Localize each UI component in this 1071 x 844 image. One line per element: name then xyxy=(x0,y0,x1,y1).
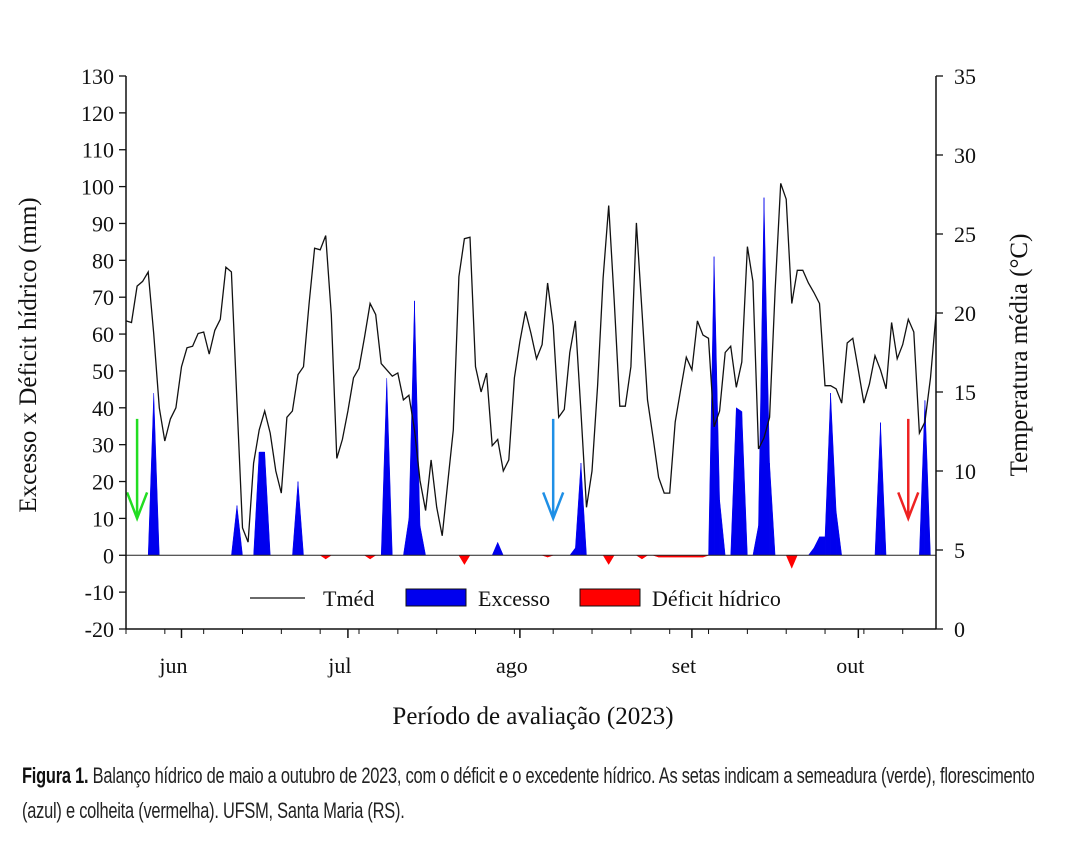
y-left-tick-label: 10 xyxy=(92,506,114,531)
excess-area-segment xyxy=(730,407,737,556)
excess-area-segment xyxy=(386,378,393,556)
deficit-area-segment xyxy=(319,555,326,560)
excess-area-segment xyxy=(719,499,726,556)
y-left-tick-label: -10 xyxy=(85,580,114,605)
excess-area-segment xyxy=(380,378,388,556)
excess-area-segment xyxy=(813,536,820,556)
y-axis-right-title: Temperatura média (°C) xyxy=(1006,234,1033,477)
excess-area-segment xyxy=(824,393,831,556)
excess-area-segment xyxy=(575,463,582,556)
y-left-tick-label: 20 xyxy=(92,470,114,495)
excess-area-segment xyxy=(231,505,238,556)
y-left-tick-label: 50 xyxy=(92,359,114,384)
excess-area-segment xyxy=(763,197,770,556)
excess-area-segment xyxy=(835,510,842,556)
excess-area-segment xyxy=(924,400,931,556)
deficit-area-segment xyxy=(635,555,643,560)
deficit-area-segment xyxy=(641,555,649,560)
excess-area-segment xyxy=(147,393,154,556)
y-right-tick-label: 20 xyxy=(954,301,976,326)
excess-area-segment xyxy=(741,411,748,556)
legend-swatch-excesso xyxy=(405,588,467,607)
x-tick-label: jul xyxy=(327,653,351,678)
excess-area-segment xyxy=(736,407,743,556)
deficit-area-segment xyxy=(464,555,471,566)
legend-label-deficit: Déficit hídrico xyxy=(652,586,781,611)
deficit-area-segment xyxy=(325,555,333,560)
arrow-head xyxy=(125,491,149,522)
excess-area-segment xyxy=(292,481,299,556)
y-right-tick-label: 30 xyxy=(954,143,976,168)
x-tick-label: jun xyxy=(158,653,187,678)
deficit-area-segment xyxy=(363,555,371,560)
y-left-tick-label: 110 xyxy=(82,138,114,163)
y-right-tick-label: 35 xyxy=(954,64,976,89)
deficit-area-segment xyxy=(785,555,793,569)
y-right-tick-label: 25 xyxy=(954,222,976,247)
excess-area-segment xyxy=(874,422,881,556)
deficit-area-segment xyxy=(608,555,615,566)
arrow-colheita xyxy=(897,418,920,522)
excess-area-segment xyxy=(264,452,271,556)
y-left-tick-label: 120 xyxy=(81,101,114,126)
excess-area-segment xyxy=(497,542,504,556)
water-balance-chart: -20 -10 0 10 20 30 40 50 60 70 80 90 100 110 120 130 0 5 1… xyxy=(15,64,1033,730)
x-tick-label: out xyxy=(836,653,864,678)
y-right-tick-label: 5 xyxy=(954,538,965,563)
y-left-tick-label: 80 xyxy=(92,248,114,273)
excess-area-segment xyxy=(419,525,426,556)
deficit-area-segment xyxy=(791,555,798,569)
legend-label-tmed: Tméd xyxy=(323,586,374,611)
excess-area-segment xyxy=(819,536,826,556)
excess-area-segment xyxy=(491,542,498,556)
arrow-semeadura xyxy=(125,418,149,522)
y-left-tick-label: 60 xyxy=(92,322,114,347)
y-right-tick-label: 15 xyxy=(954,380,976,405)
excess-area-segment xyxy=(807,547,815,556)
legend-label-excesso: Excesso xyxy=(478,586,550,611)
legend: Tméd Excesso Déficit hídrico xyxy=(250,586,781,611)
tmed-line xyxy=(125,183,937,543)
y-left-tick-label: 0 xyxy=(103,543,114,568)
excess-area-segment xyxy=(752,525,759,556)
y-left-tick-label: 90 xyxy=(92,211,114,236)
caption-label: Figura 1. xyxy=(22,763,89,788)
figure-caption: Figura 1. Balanço hídrico de maio a outu… xyxy=(22,758,1065,828)
y-axis-left-title: Excesso x Déficit hídrico (mm) xyxy=(15,197,42,512)
y-left-tick-label: 130 xyxy=(81,64,114,89)
y-right-tick-label: 10 xyxy=(954,459,976,484)
excess-area-segment xyxy=(297,481,304,556)
y-right-tick-label: 0 xyxy=(954,617,965,642)
excess-area-segment xyxy=(403,518,410,556)
excess-area-segment xyxy=(258,451,265,556)
x-tick-label: set xyxy=(672,653,696,678)
caption-text: Balanço hídrico de maio a outubro de 202… xyxy=(22,763,1035,823)
y-left-tick-label: 40 xyxy=(92,396,114,421)
excess-area-segment xyxy=(569,547,576,556)
y-left-tick-label: -20 xyxy=(85,617,114,642)
x-axis-title: Período de avaliação (2023) xyxy=(392,703,673,730)
excess-area-segment xyxy=(880,422,887,556)
deficit-area-segment xyxy=(602,555,609,566)
arrow-head xyxy=(542,491,565,522)
excess-area-segment xyxy=(758,197,765,556)
deficit-area-segment xyxy=(369,555,377,560)
arrow-florescimento xyxy=(542,418,565,522)
excess-area-segment xyxy=(769,463,776,556)
excess-area-segment xyxy=(713,256,720,556)
deficit-area-segment xyxy=(458,555,465,566)
y-left-tick-label: 70 xyxy=(92,285,114,310)
excess-area-segment xyxy=(253,452,260,556)
arrow-head xyxy=(897,491,920,522)
excess-area-segment xyxy=(153,393,160,556)
excess-area-segment xyxy=(414,300,421,556)
excess-area-segment xyxy=(830,393,837,556)
y-left-tick-label: 30 xyxy=(92,433,114,458)
y-left-tick-label: 100 xyxy=(81,175,114,200)
legend-swatch-deficit xyxy=(579,588,641,607)
excess-area-segment xyxy=(580,463,587,556)
x-tick-label: ago xyxy=(496,653,528,678)
